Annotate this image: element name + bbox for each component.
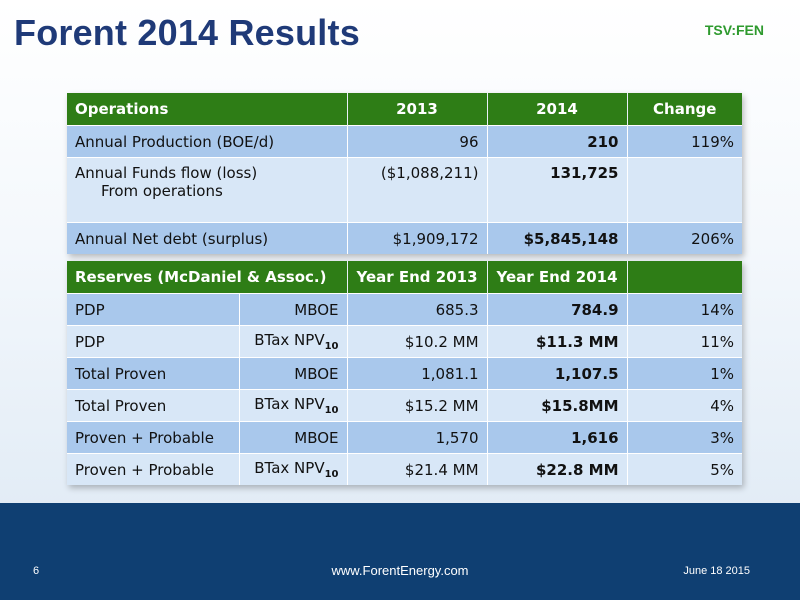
reserve-unit: BTax NPV10 xyxy=(239,325,348,358)
reserves-header-ye2013: Year End 2013 xyxy=(347,261,488,294)
reserve-unit: BTax NPV10 xyxy=(239,389,348,422)
value-change: 4% xyxy=(627,389,743,422)
value-change: 11% xyxy=(627,325,743,358)
operations-header-2013: 2013 xyxy=(347,93,488,126)
value-change: 119% xyxy=(627,125,742,158)
ticker-symbol: TSV:FEN xyxy=(704,22,764,38)
table-row: Proven + Probable BTax NPV10 $21.4 MM $2… xyxy=(67,453,743,485)
reserves-header-change xyxy=(627,261,743,294)
value-ye2013: 685.3 xyxy=(347,293,488,326)
reserve-category: Proven + Probable xyxy=(67,421,240,454)
row-label-line1: Annual Funds flow (loss) xyxy=(75,164,258,182)
reserves-header-ye2014: Year End 2014 xyxy=(487,261,628,294)
reserve-category: Total Proven xyxy=(67,389,240,422)
value-2014: $5,845,148 xyxy=(487,222,628,254)
website-url: www.ForentEnergy.com xyxy=(331,563,469,578)
reserve-unit: MBOE xyxy=(239,293,348,326)
value-ye2014: $22.8 MM xyxy=(487,453,628,485)
table-row: Proven + Probable MBOE 1,570 1,616 3% xyxy=(67,421,743,454)
row-label: Annual Net debt (surplus) xyxy=(67,222,348,254)
reserve-category: Total Proven xyxy=(67,357,240,390)
value-2013: $1,909,172 xyxy=(347,222,488,254)
value-2013: 96 xyxy=(347,125,488,158)
operations-header-2014: 2014 xyxy=(487,93,628,126)
presentation-date: June 18 2015 xyxy=(683,565,750,577)
operations-table: Operations 2013 2014 Change Annual Produ… xyxy=(67,93,742,254)
reserves-header-label: Reserves (McDaniel & Assoc.) xyxy=(67,261,348,294)
table-row: Annual Funds flow (loss) From operations… xyxy=(67,157,742,223)
value-ye2013: $10.2 MM xyxy=(347,325,488,358)
value-change: 206% xyxy=(627,222,742,254)
value-ye2013: $21.4 MM xyxy=(347,453,488,485)
row-label-line2: From operations xyxy=(101,182,223,200)
page-title: Forent 2014 Results xyxy=(14,12,360,53)
operations-header-label: Operations xyxy=(67,93,348,126)
reserve-unit: BTax NPV10 xyxy=(239,453,348,485)
value-ye2013: 1,081.1 xyxy=(347,357,488,390)
reserve-category: PDP xyxy=(67,325,240,358)
value-ye2013: 1,570 xyxy=(347,421,488,454)
value-2013: ($1,088,211) xyxy=(347,157,488,223)
operations-header-change: Change xyxy=(627,93,742,126)
value-change: 3% xyxy=(627,421,743,454)
value-ye2013: $15.2 MM xyxy=(347,389,488,422)
value-change: 14% xyxy=(627,293,743,326)
page-number: 6 xyxy=(33,565,40,577)
reserve-unit: MBOE xyxy=(239,357,348,390)
reserve-category: Proven + Probable xyxy=(67,453,240,485)
reserves-header-row: Reserves (McDaniel & Assoc.) Year End 20… xyxy=(67,261,743,294)
value-change: 1% xyxy=(627,357,743,390)
value-ye2014: 784.9 xyxy=(487,293,628,326)
value-2014: 131,725 xyxy=(487,157,628,223)
table-row: Total Proven BTax NPV10 $15.2 MM $15.8MM… xyxy=(67,389,743,422)
table-row: Annual Production (BOE/d) 96 210 119% xyxy=(67,125,742,158)
row-label: Annual Funds flow (loss) From operations xyxy=(67,157,348,223)
row-label: Annual Production (BOE/d) xyxy=(67,125,348,158)
value-ye2014: 1,616 xyxy=(487,421,628,454)
table-row: PDP BTax NPV10 $10.2 MM $11.3 MM 11% xyxy=(67,325,743,358)
operations-header-row: Operations 2013 2014 Change xyxy=(67,93,742,126)
value-change: 5% xyxy=(627,453,743,485)
table-row: Total Proven MBOE 1,081.1 1,107.5 1% xyxy=(67,357,743,390)
footer-bar: 6 www.ForentEnergy.com June 18 2015 xyxy=(0,503,800,600)
reserve-unit: MBOE xyxy=(239,421,348,454)
value-change xyxy=(627,157,742,223)
table-row: Annual Net debt (surplus) $1,909,172 $5,… xyxy=(67,222,742,254)
table-row: PDP MBOE 685.3 784.9 14% xyxy=(67,293,743,326)
value-2014: 210 xyxy=(487,125,628,158)
reserves-table: Reserves (McDaniel & Assoc.) Year End 20… xyxy=(67,261,743,485)
value-ye2014: 1,107.5 xyxy=(487,357,628,390)
value-ye2014: $11.3 MM xyxy=(487,325,628,358)
value-ye2014: $15.8MM xyxy=(487,389,628,422)
reserve-category: PDP xyxy=(67,293,240,326)
